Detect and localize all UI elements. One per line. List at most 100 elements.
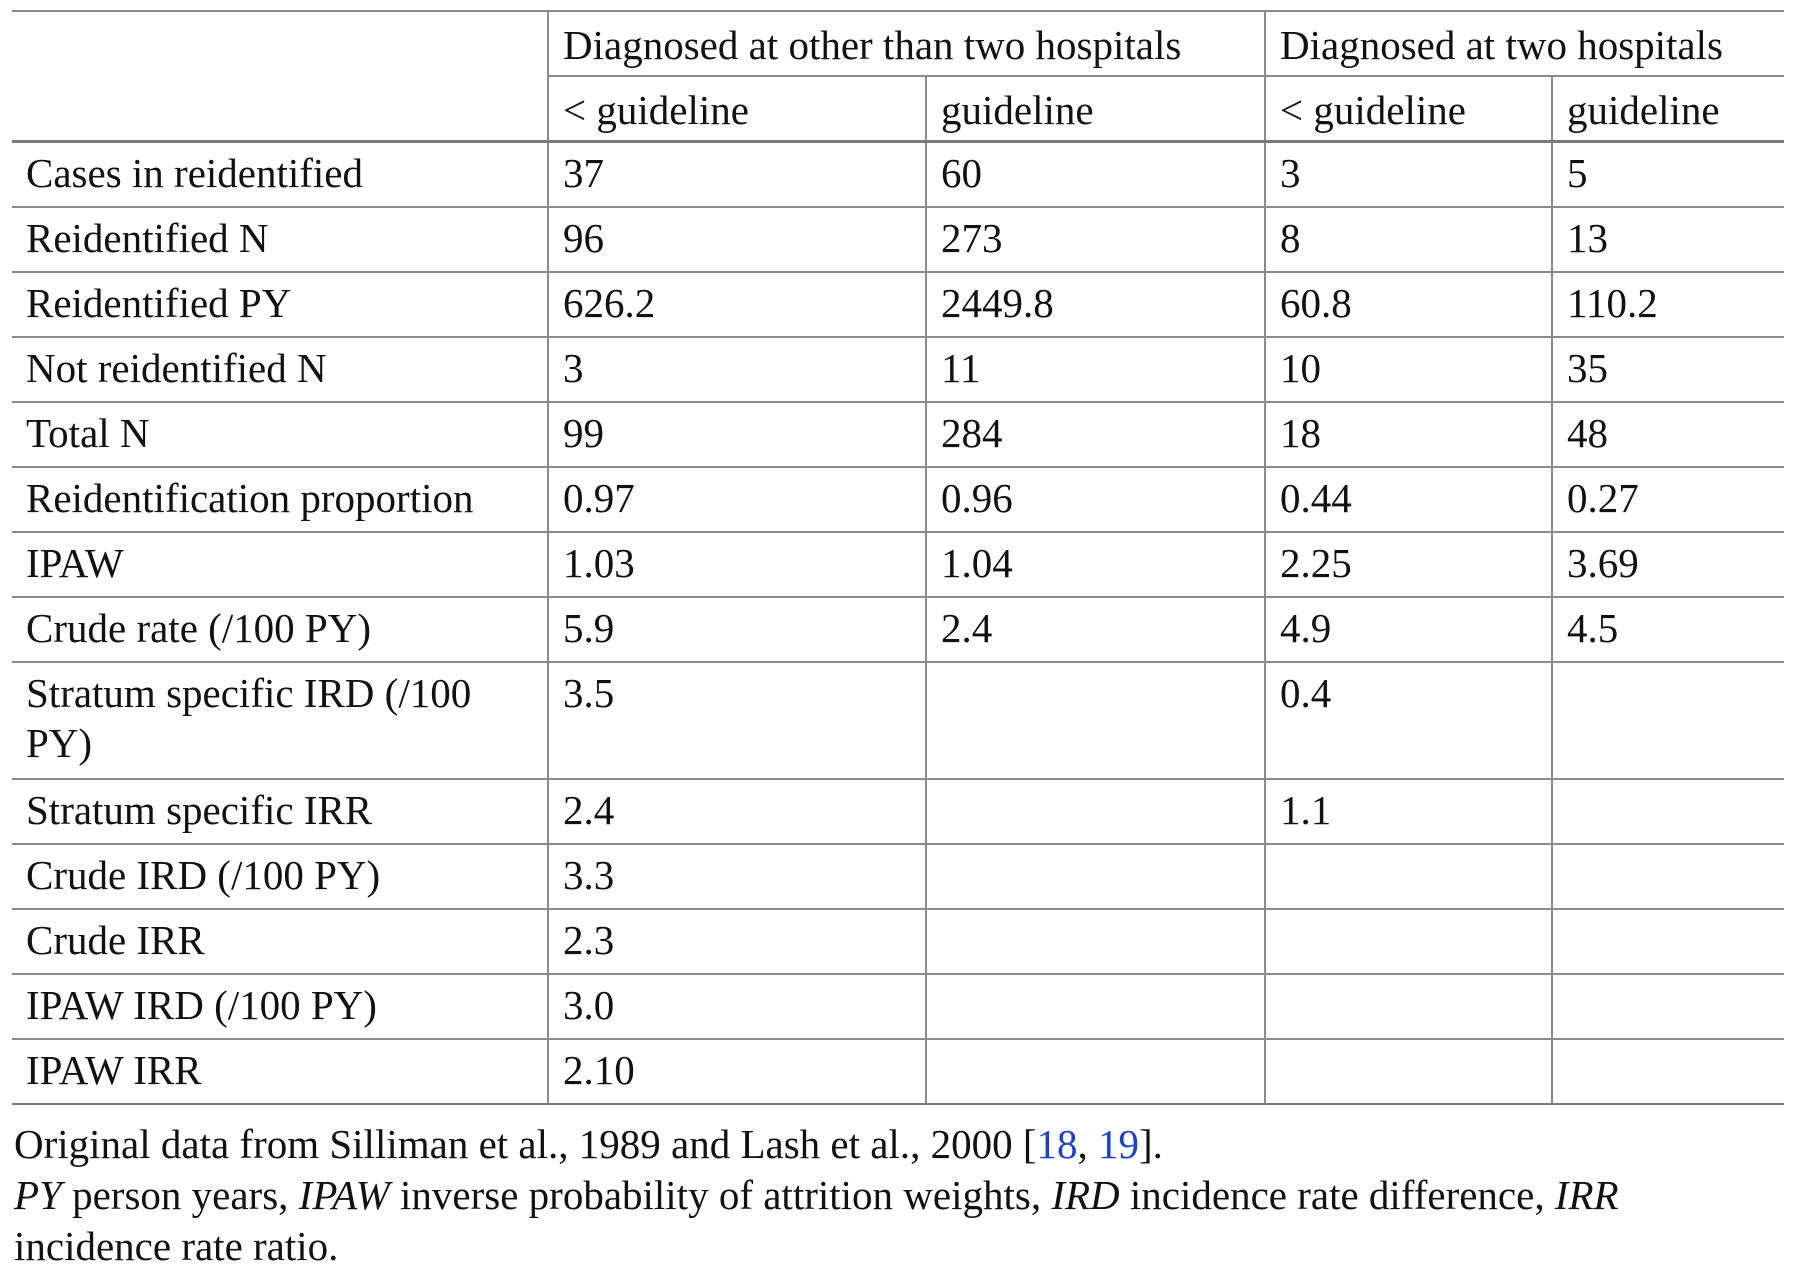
def-py: person years,: [61, 1172, 299, 1218]
table-container: Diagnosed at other than two hospitals Di…: [12, 10, 1785, 1272]
row-label: IPAW IRD (/100 PY): [12, 974, 548, 1040]
sub-header-row: < guideline guideline < guideline guidel…: [12, 76, 1785, 143]
row-label: Stratum specific IRR: [12, 779, 548, 845]
table-cell: 0.27: [1550, 467, 1785, 533]
table-cell: 626.2: [547, 272, 926, 338]
group-header-row: Diagnosed at other than two hospitals Di…: [12, 10, 1785, 143]
table-cell: 3.5: [547, 662, 926, 780]
table-cell: [1264, 909, 1552, 975]
table-cell: 60: [925, 141, 1265, 208]
group-header-other-hospitals: Diagnosed at other than two hospitals: [547, 10, 1265, 77]
table-row: Not reidentified N 3 11 10 35: [12, 337, 1785, 403]
table-cell: [925, 909, 1265, 975]
table-footnote: Original data from Silliman et al., 1989…: [12, 1119, 1784, 1272]
table-cell: 3.3: [547, 844, 926, 910]
group-header-two-hospitals: Diagnosed at two hospitals: [1263, 10, 1785, 77]
table-cell: 1.04: [925, 532, 1265, 598]
table-row: Crude rate (/100 PY) 5.9 2.4 4.9 4.5: [12, 597, 1785, 663]
table-cell: 4.5: [1550, 597, 1785, 663]
def-ipaw: inverse probability of attrition weights…: [389, 1172, 1052, 1218]
reference-link-18[interactable]: 18: [1036, 1121, 1078, 1167]
table-cell: 3: [547, 337, 926, 403]
table-cell: 3.69: [1550, 532, 1785, 598]
sub-header-other-guideline: guideline: [925, 76, 1265, 143]
source-text: Original data from Silliman et al., 1989…: [14, 1121, 1037, 1167]
row-label: Crude rate (/100 PY): [12, 597, 548, 663]
table-cell: [1550, 662, 1785, 780]
table-cell: [1264, 1039, 1552, 1105]
table-cell: [925, 844, 1265, 910]
table-cell: 2.10: [547, 1039, 926, 1105]
table-cell: 2.4: [925, 597, 1265, 663]
row-label: Crude IRD (/100 PY): [12, 844, 548, 910]
table-row: Reidentified N 96 273 8 13: [12, 207, 1785, 273]
table-row: IPAW IRR 2.10: [12, 1039, 1785, 1105]
abbr-irr: IRR: [1554, 1172, 1619, 1218]
table-cell: 2.3: [547, 909, 926, 975]
table-cell: 1.03: [547, 532, 926, 598]
row-label: Cases in reidentified: [12, 141, 548, 208]
table-cell: 37: [547, 141, 926, 208]
row-label: IPAW IRR: [12, 1039, 548, 1105]
table-cell: 0.96: [925, 467, 1265, 533]
table-cell: [1264, 844, 1552, 910]
sub-header-other-below-guideline: < guideline: [547, 76, 926, 143]
table-cell: 18: [1264, 402, 1552, 468]
table-cell: 5.9: [547, 597, 926, 663]
row-label: Reidentified PY: [12, 272, 548, 338]
table-row: IPAW 1.03 1.04 2.25 3.69: [12, 532, 1785, 598]
table-cell: [925, 1039, 1265, 1105]
table-cell: 99: [547, 402, 926, 468]
table-cell: 0.44: [1264, 467, 1552, 533]
table-cell: 48: [1550, 402, 1785, 468]
table-cell: 11: [925, 337, 1265, 403]
table-row: Cases in reidentified 37 60 3 5: [12, 141, 1785, 208]
table-row: Reidentification proportion 0.97 0.96 0.44 0…: [12, 467, 1785, 533]
row-label: Total N: [12, 402, 548, 468]
table-cell: 60.8: [1264, 272, 1552, 338]
table-cell: [1550, 909, 1785, 975]
table-cell: [1550, 1039, 1785, 1105]
reference-separator: ,: [1077, 1121, 1098, 1167]
row-label: Not reidentified N: [12, 337, 548, 403]
table-cell: 284: [925, 402, 1265, 468]
def-ird: incidence rate difference,: [1119, 1172, 1555, 1218]
def-irr: incidence rate ratio.: [14, 1223, 339, 1269]
source-note: Original data from Silliman et al., 1989…: [14, 1119, 1784, 1170]
table-cell: 3.0: [547, 974, 926, 1040]
table-cell: 273: [925, 207, 1265, 273]
table-cell: [925, 974, 1265, 1040]
table-cell: [925, 662, 1265, 780]
abbreviation-note: PY person years, IPAW inverse probabilit…: [14, 1170, 1784, 1272]
table-cell: 1.1: [1264, 779, 1552, 845]
results-table: Diagnosed at other than two hospitals Di…: [12, 10, 1785, 1105]
table-cell: 10: [1264, 337, 1552, 403]
reference-link-19[interactable]: 19: [1097, 1121, 1139, 1167]
abbr-ird: IRD: [1051, 1172, 1120, 1218]
table-cell: 2.4: [547, 779, 926, 845]
abbr-py: PY: [14, 1172, 62, 1218]
sub-header-two-guideline: guideline: [1550, 76, 1785, 143]
table-row: Stratum specific IRD (/100 PY) 3.5 0.4: [12, 662, 1785, 780]
table-cell: [1550, 974, 1785, 1040]
source-suffix: ].: [1138, 1121, 1163, 1167]
table-cell: 110.2: [1550, 272, 1785, 338]
table-row: IPAW IRD (/100 PY) 3.0: [12, 974, 1785, 1040]
sub-header-two-below-guideline: < guideline: [1264, 76, 1552, 143]
abbr-ipaw: IPAW: [298, 1172, 390, 1218]
table-body: Cases in reidentified 37 60 3 5 Reidentified …: [12, 141, 1785, 1105]
table-cell: 13: [1550, 207, 1785, 273]
row-label: IPAW: [12, 532, 548, 598]
table-row: Crude IRD (/100 PY) 3.3: [12, 844, 1785, 910]
table-cell: 2449.8: [925, 272, 1265, 338]
row-label: Stratum specific IRD (/100 PY): [12, 662, 548, 780]
table-row: Stratum specific IRR 2.4 1.1: [12, 779, 1785, 845]
row-label: Reidentified N: [12, 207, 548, 273]
table-cell: 0.4: [1264, 662, 1552, 780]
table-cell: 8: [1264, 207, 1552, 273]
table-cell: [1264, 974, 1552, 1040]
table-cell: 96: [547, 207, 926, 273]
table-cell: [1550, 844, 1785, 910]
table-cell: 2.25: [1264, 532, 1552, 598]
corner-cell: [12, 10, 548, 143]
